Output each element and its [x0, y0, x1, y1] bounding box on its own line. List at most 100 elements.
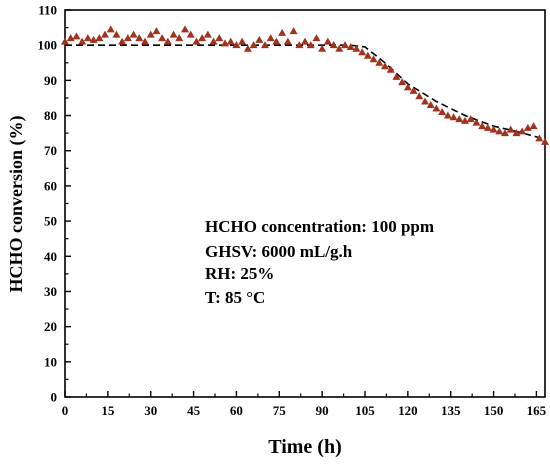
data-point — [61, 37, 69, 45]
y-tick-label: 80 — [44, 108, 57, 123]
data-point — [232, 41, 241, 49]
data-point — [266, 34, 275, 42]
data-point — [501, 129, 509, 137]
data-point — [141, 37, 149, 45]
data-point — [243, 44, 252, 52]
data-point — [352, 44, 361, 52]
x-tick-label: 135 — [441, 403, 461, 418]
data-point — [169, 30, 178, 38]
data-point — [112, 30, 121, 38]
data-point — [381, 62, 389, 70]
data-point — [523, 123, 532, 131]
data-point — [518, 127, 527, 135]
trend-line — [65, 44, 543, 140]
data-point — [426, 100, 435, 108]
data-point — [375, 58, 384, 66]
data-point — [335, 44, 344, 52]
data-point — [192, 37, 201, 45]
x-tick-label: 105 — [355, 403, 375, 418]
data-point — [455, 115, 464, 123]
y-tick-label: 30 — [44, 284, 57, 299]
y-tick-label: 0 — [51, 390, 58, 405]
x-tick-label: 75 — [273, 403, 287, 418]
data-point — [386, 65, 395, 73]
data-point — [101, 30, 109, 38]
data-point — [135, 34, 144, 42]
ticks — [64, 9, 538, 398]
x-tick-label: 150 — [484, 403, 504, 418]
y-tick-label: 110 — [38, 3, 57, 18]
data-point — [289, 27, 298, 35]
data-point — [95, 34, 104, 42]
data-point — [152, 27, 161, 35]
data-point — [249, 41, 258, 49]
y-tick-label: 60 — [44, 178, 57, 193]
data-point — [238, 37, 247, 45]
y-tick-label: 90 — [44, 73, 57, 88]
data-point — [432, 104, 441, 112]
x-tick-label: 15 — [101, 403, 115, 418]
data-point — [118, 37, 127, 45]
data-point — [181, 25, 189, 33]
data-point — [489, 125, 498, 133]
data-point — [461, 116, 469, 124]
data-point — [398, 78, 407, 86]
data-point — [483, 123, 492, 131]
x-tick-label: 90 — [316, 403, 329, 418]
data-point — [369, 55, 378, 63]
annotation-temperature: T: 85 °C — [205, 288, 265, 307]
y-tick-label: 70 — [44, 143, 57, 158]
data-point — [89, 35, 98, 43]
data-points — [61, 25, 549, 145]
data-point — [278, 28, 287, 36]
data-point — [175, 34, 184, 42]
data-point — [301, 37, 309, 45]
data-point — [72, 32, 81, 40]
data-point — [255, 35, 264, 43]
tick-labels: 0 15 30 45 60 75 90 105 120 135 150 165 0 10 20 30 40 50 6… — [38, 3, 547, 419]
data-point — [283, 37, 292, 45]
data-point — [318, 44, 327, 52]
x-tick-label: 0 — [62, 403, 69, 418]
data-point — [512, 129, 521, 137]
data-point — [312, 34, 321, 42]
data-point — [495, 127, 504, 135]
x-tick-label: 165 — [527, 403, 547, 418]
data-point — [363, 51, 372, 59]
y-axis-title: HCHO conversion (%) — [6, 116, 27, 293]
data-point — [541, 137, 549, 145]
data-point — [478, 122, 487, 130]
annotation-ghsv: GHSV: 6000 mL/g.h — [205, 242, 353, 261]
data-point — [403, 83, 412, 91]
plot-frame — [64, 9, 546, 398]
data-point — [129, 30, 138, 38]
data-point — [198, 34, 207, 42]
data-point — [466, 115, 475, 123]
data-point — [409, 86, 418, 94]
annotation-rh: RH: 25% — [205, 264, 274, 283]
data-point — [329, 41, 338, 49]
data-point — [146, 30, 155, 38]
data-point — [415, 92, 424, 100]
data-point — [272, 37, 281, 45]
data-point — [261, 41, 269, 49]
data-point — [358, 48, 367, 56]
data-point — [346, 42, 355, 50]
y-tick-label: 10 — [44, 354, 57, 369]
y-tick-label: 50 — [44, 214, 57, 229]
y-tick-label: 20 — [44, 319, 57, 334]
y-tick-label: 40 — [44, 249, 57, 264]
data-point — [443, 111, 452, 119]
y-tick-label: 100 — [38, 38, 58, 53]
data-point — [449, 113, 458, 121]
x-axis-title: Time (h) — [268, 436, 342, 458]
data-point — [123, 34, 132, 42]
data-point — [163, 37, 172, 45]
x-tick-label: 30 — [144, 403, 157, 418]
data-point — [392, 72, 401, 80]
data-point — [472, 118, 481, 126]
x-tick-label: 120 — [398, 403, 418, 418]
data-point — [209, 37, 218, 45]
data-point — [221, 39, 229, 47]
